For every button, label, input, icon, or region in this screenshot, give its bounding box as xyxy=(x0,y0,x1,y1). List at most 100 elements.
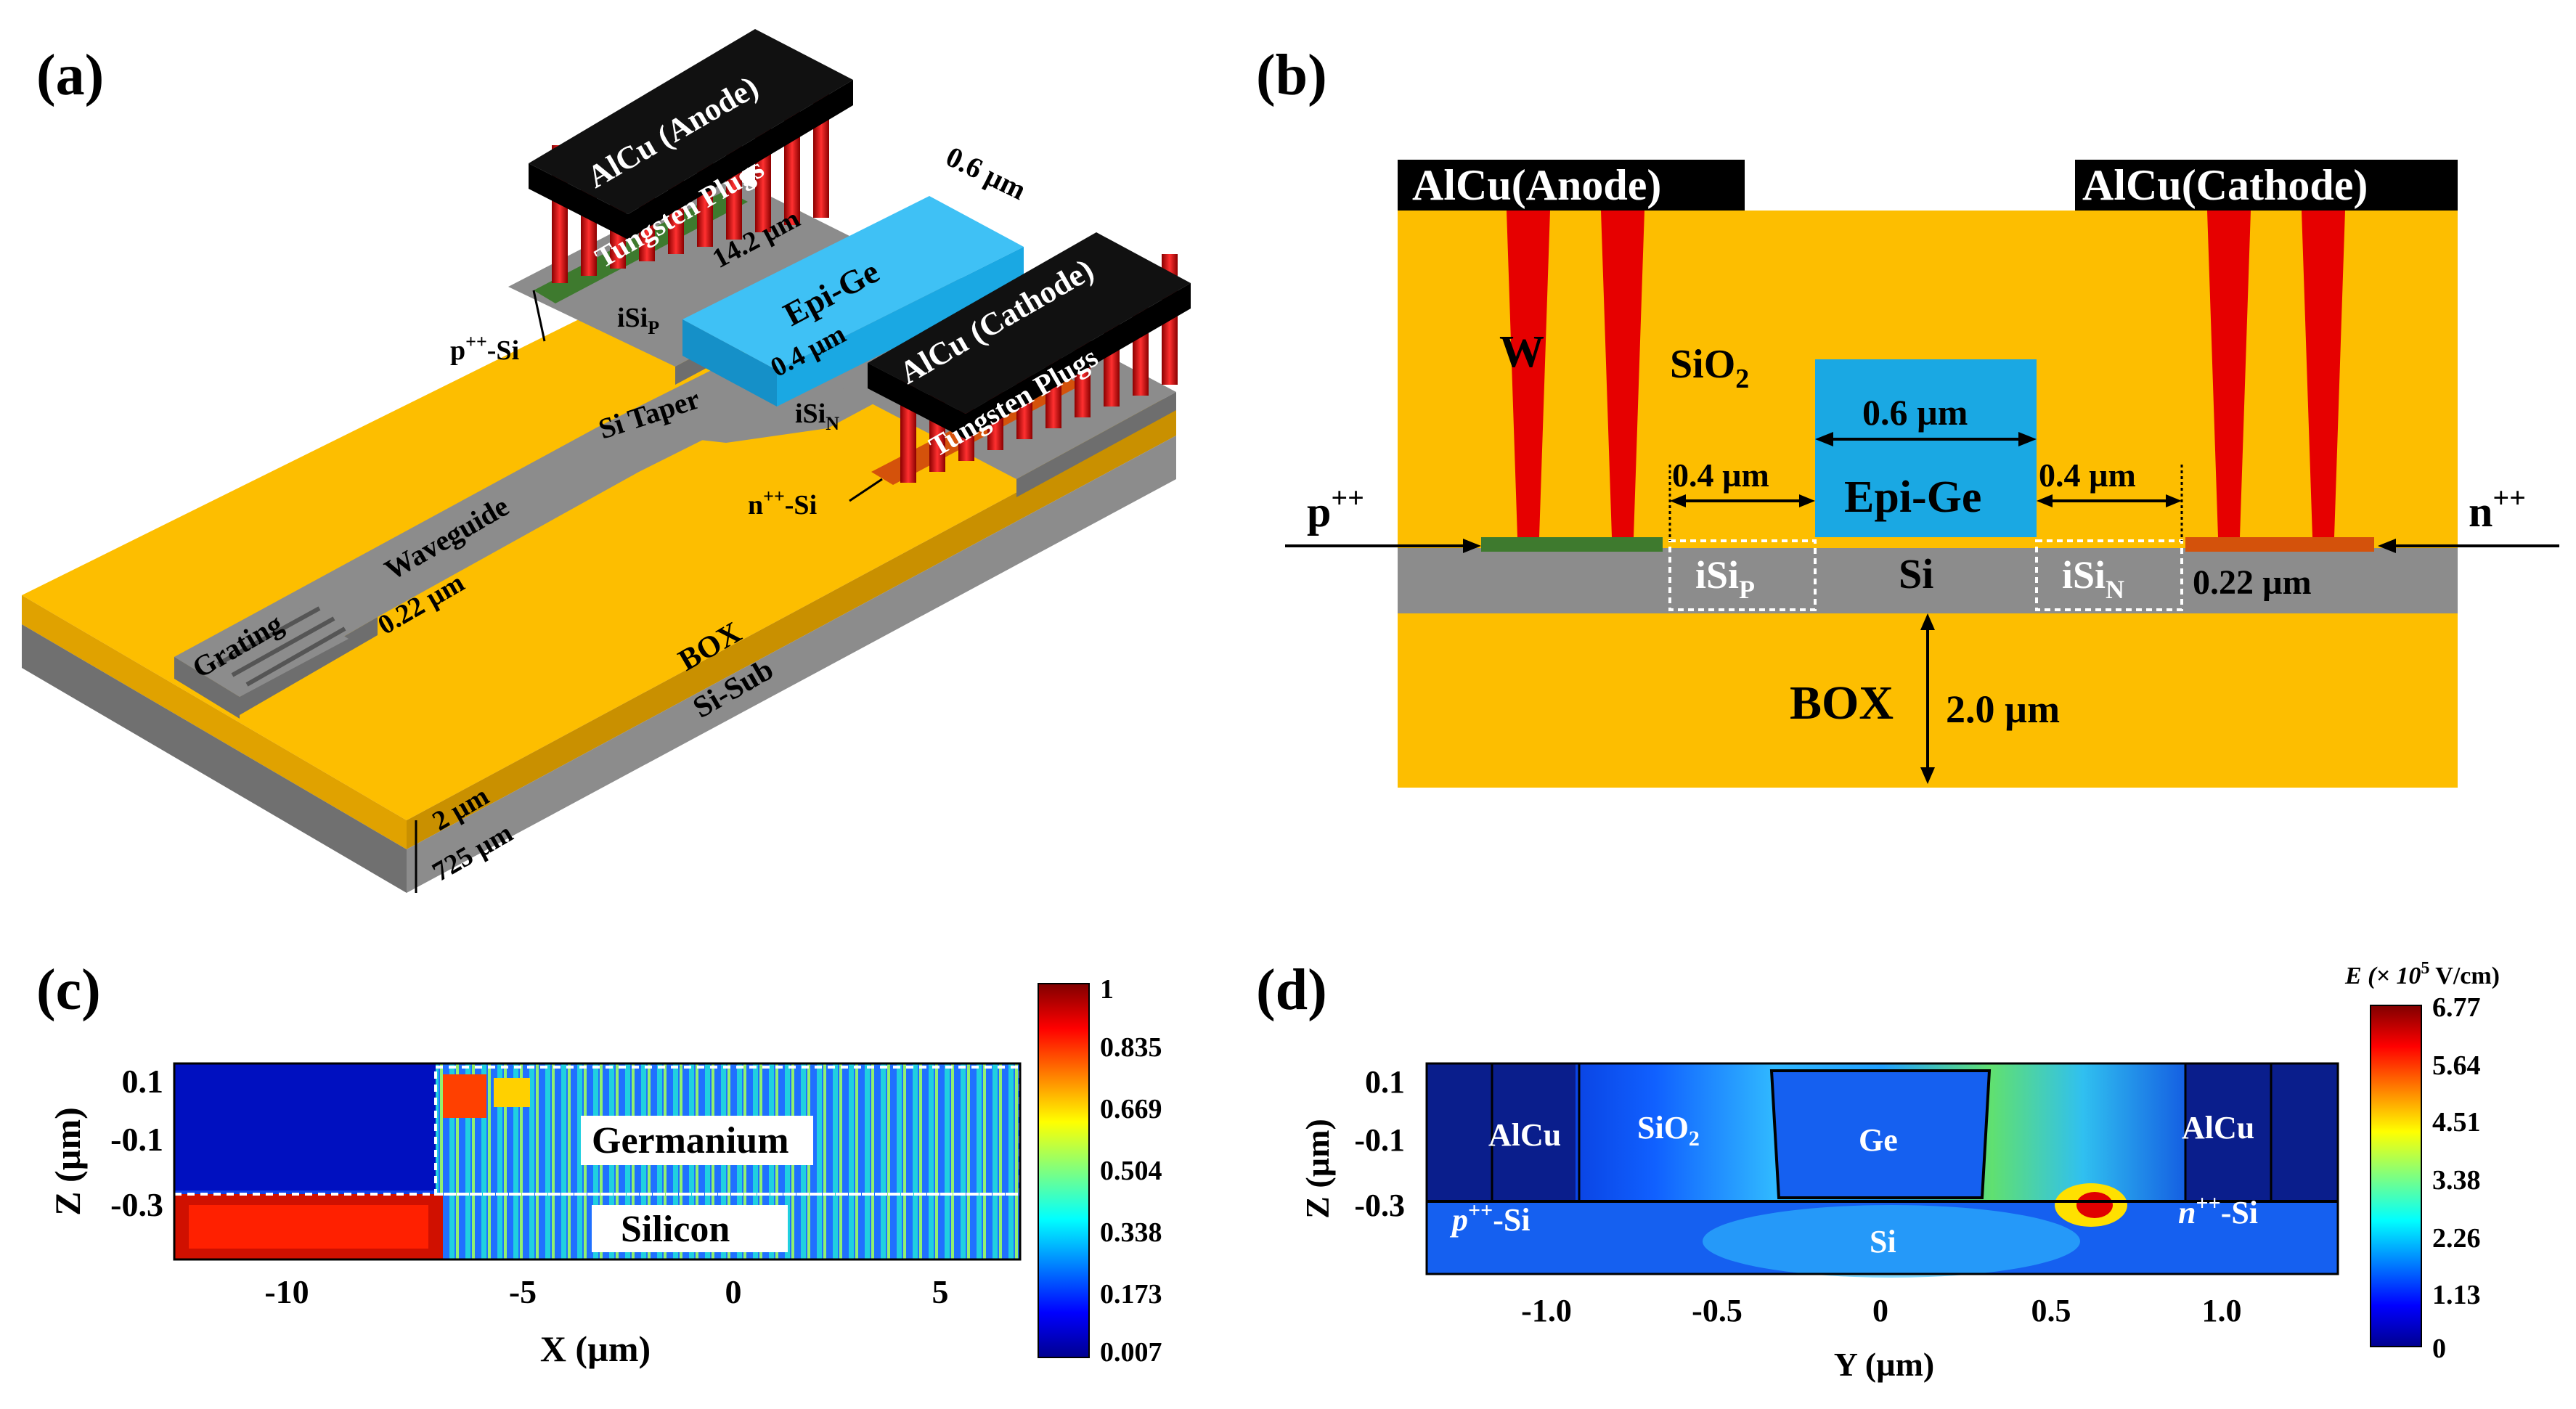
c-x-ticks: -10 -5 0 5 xyxy=(264,1273,948,1310)
si-label-d: Si xyxy=(1870,1224,1896,1259)
d-cbar-tick: 0 xyxy=(2432,1334,2446,1364)
c-cbar-tick: 0.007 xyxy=(1100,1337,1162,1368)
waveguide xyxy=(174,363,784,697)
epi-ge-label-b: Epi-Ge xyxy=(1844,473,1981,522)
panel-b-label: (b) xyxy=(1256,44,1327,107)
d-cbar-title: E (× 105 V/cm) xyxy=(2344,959,2500,989)
d-cbar-tick: 2.26 xyxy=(2432,1223,2481,1254)
d-xtick: -1.0 xyxy=(1521,1293,1572,1328)
cathode-label-b: AlCu(Cathode) xyxy=(2082,161,2368,209)
box-thickness-b: 2.0 µm xyxy=(1946,687,2060,731)
p-doped-region xyxy=(1481,537,1663,552)
d-xtick: -0.5 xyxy=(1692,1293,1743,1328)
sio2-label: SiO2 xyxy=(1670,342,1749,394)
epi-ge-side xyxy=(777,247,1024,407)
panel-d: (d) AlCu AlCu SiO2 Ge Si p++-Si n++-Si -… xyxy=(1256,958,2500,1383)
substrate-right-face xyxy=(407,436,1176,893)
alcu-left-label: AlCu xyxy=(1488,1117,1561,1153)
d-ylabel: Z (µm) xyxy=(1299,1119,1336,1219)
n-si-label-d: n++-Si xyxy=(2178,1191,2258,1230)
c-colorbar xyxy=(1038,983,1090,1358)
isi-n-label: iSiN xyxy=(795,399,839,434)
epi-ge-top xyxy=(682,196,1024,370)
oxide-right-face xyxy=(407,407,1176,849)
d-cbar-tick: 1.13 xyxy=(2432,1280,2481,1310)
alcu-right-label: AlCu xyxy=(2182,1110,2254,1145)
ge-region xyxy=(1769,1069,1992,1199)
c-cbar-tick: 0.173 xyxy=(1100,1279,1162,1310)
panel-d-label: (d) xyxy=(1256,958,1327,1022)
sio2-label-d: SiO2 xyxy=(1637,1110,1700,1151)
c-colorbar-ticks: 1 0.835 0.669 0.504 0.338 0.173 0.007 xyxy=(1100,974,1162,1368)
n-doped-region xyxy=(2185,537,2374,552)
ge-width-label-b: 0.6 µm xyxy=(1862,392,1968,433)
d-xtick: 0 xyxy=(1872,1293,1888,1328)
d-y-ticks: 0.1 -0.1 -0.3 xyxy=(1354,1064,1405,1223)
panel-a-label: (a) xyxy=(36,44,104,107)
p-si-label: p++-Si xyxy=(450,331,519,366)
d-x-ticks: -1.0 -0.5 0 0.5 1.0 xyxy=(1521,1293,2241,1328)
epi-ge-front xyxy=(682,319,777,407)
ge-width-label: 0.6 µm xyxy=(941,140,1031,206)
isi-n-label-b: iSiN xyxy=(2062,553,2124,604)
tungsten-via xyxy=(2207,211,2251,537)
cathode-pad-b xyxy=(2075,160,2458,211)
c-ylabel: Z (µm) xyxy=(47,1107,88,1216)
anode-label-b: AlCu(Anode) xyxy=(1412,161,1661,209)
tungsten-via xyxy=(1507,211,1550,537)
p-si-label-d: p++-Si xyxy=(1449,1198,1530,1238)
si-thickness-label: 0.22 µm xyxy=(2193,563,2312,602)
d-colorbar xyxy=(2370,1005,2422,1347)
gap-right-label: 0.4 µm xyxy=(2039,457,2136,494)
cathode-pad xyxy=(868,232,1191,414)
silicon-label: Silicon xyxy=(621,1209,730,1250)
substrate-front-face xyxy=(22,624,407,893)
c-xlabel: X (µm) xyxy=(540,1328,651,1369)
c-cbar-tick: 0.504 xyxy=(1100,1156,1162,1186)
d-xtick: 0.5 xyxy=(2031,1293,2071,1328)
isi-p-label: iSiP xyxy=(617,303,659,338)
ge-label-d: Ge xyxy=(1859,1122,1898,1158)
panel-a: (a) xyxy=(22,29,1191,893)
isi-p-label-b: iSiP xyxy=(1695,553,1755,604)
anode-pad-b xyxy=(1398,160,1745,211)
w-label: W xyxy=(1499,327,1544,377)
c-cbar-tick: 0.669 xyxy=(1100,1094,1162,1124)
panel-c-label: (c) xyxy=(36,958,101,1022)
c-ytick: -0.3 xyxy=(110,1186,163,1223)
d-ytick: -0.1 xyxy=(1354,1122,1405,1158)
d-cbar-tick: 4.51 xyxy=(2432,1107,2481,1138)
c-xtick: 5 xyxy=(932,1273,949,1310)
d-cbar-tick: 3.38 xyxy=(2432,1165,2481,1196)
n-label-b: n++ xyxy=(2469,481,2526,536)
d-xtick: 1.0 xyxy=(2202,1293,2242,1328)
p-label-b: p++ xyxy=(1307,481,1364,536)
epi-ge-block xyxy=(1815,359,2037,537)
box-label-b: BOX xyxy=(1790,677,1894,730)
c-xtick: 0 xyxy=(725,1273,742,1310)
d-colorbar-ticks: 6.77 5.64 4.51 3.38 2.26 1.13 0 xyxy=(2432,992,2481,1364)
panel-c: (c) Germanium Silicon -10 -5 0 5 0.1 -0.… xyxy=(36,958,1162,1369)
isi-n-region xyxy=(2035,539,2183,611)
panel-b: (b) AlCu(Anode) AlCu(Cathode) xyxy=(1256,44,2559,788)
c-cbar-tick: 1 xyxy=(1100,974,1114,1005)
d-cbar-tick: 6.77 xyxy=(2432,992,2481,1023)
gap-left-label: 0.4 µm xyxy=(1672,457,1769,494)
oxide-front-face xyxy=(22,595,407,849)
anode-pad xyxy=(529,29,853,214)
c-cbar-tick: 0.338 xyxy=(1100,1217,1162,1248)
c-xtick: -5 xyxy=(509,1273,537,1310)
d-cbar-tick: 5.64 xyxy=(2432,1050,2481,1081)
d-ytick: -0.3 xyxy=(1354,1188,1405,1223)
d-ytick: 0.1 xyxy=(1365,1064,1405,1100)
c-xtick: -10 xyxy=(264,1273,309,1310)
grating xyxy=(174,599,349,719)
n-si-label: n++-Si xyxy=(748,486,817,520)
c-ytick: -0.1 xyxy=(110,1121,163,1158)
d-xlabel: Y (µm) xyxy=(1834,1346,1934,1383)
c-ytick: 0.1 xyxy=(122,1063,164,1100)
c-cbar-tick: 0.835 xyxy=(1100,1032,1162,1063)
si-layer xyxy=(1398,548,2458,613)
c-y-ticks: 0.1 -0.1 -0.3 xyxy=(110,1063,163,1223)
